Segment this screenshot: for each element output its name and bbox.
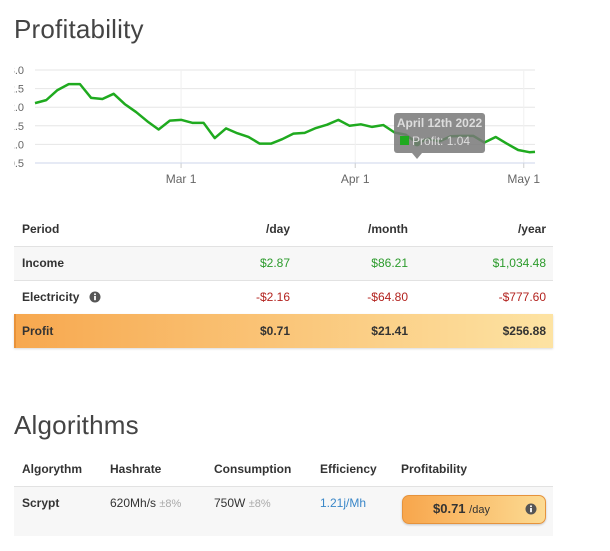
tooltip-date: April 12th 2022 — [397, 116, 483, 130]
x-tick-label: Apr 1 — [341, 172, 370, 186]
column-header: Consumption — [214, 462, 292, 476]
column-header: /month — [368, 222, 408, 236]
chart: 0.5 1.0 1.5 2.0 2.5 3.0 Mar 1 Apr 1 May 1 April 1… — [14, 65, 540, 186]
electricity-value: -$2.16 — [255, 290, 290, 304]
column-header: Algorythm — [22, 462, 82, 476]
column-header: Profitability — [401, 462, 468, 476]
page-title: Profitability — [14, 14, 144, 44]
section-title: Algorithms — [14, 410, 139, 440]
row-background — [14, 247, 553, 280]
tooltip-pointer — [412, 153, 423, 159]
y-tick-label: 2.5 — [14, 84, 24, 96]
tooltip: April 12th 2022 Profit: 1.04 — [394, 113, 486, 159]
profitability-value: $0.71 — [433, 501, 466, 516]
profit-value: $256.88 — [502, 324, 546, 338]
row-divider — [14, 280, 553, 281]
column-header: /day — [265, 222, 290, 236]
info-icon[interactable] — [89, 291, 101, 303]
row-divider — [14, 486, 553, 487]
y-tick-label: 3.0 — [14, 65, 24, 77]
y-tick-label: 2.0 — [14, 102, 24, 114]
column-header: Hashrate — [110, 462, 162, 476]
y-tick-label: 0.5 — [14, 158, 24, 170]
profit-value: $0.71 — [259, 324, 290, 338]
profit-row-highlight — [14, 314, 553, 348]
tooltip-box — [394, 113, 486, 153]
income-value: $1,034.48 — [492, 256, 546, 270]
profitability-unit: /day — [469, 504, 490, 516]
income-value: $86.21 — [371, 256, 408, 270]
income-value: $2.87 — [259, 256, 290, 270]
y-tick-label: 1.0 — [14, 139, 24, 151]
hashrate-variance: ±8% — [159, 498, 182, 510]
row-label: Income — [22, 256, 65, 270]
hashrate: 620Mh/s ±8% — [110, 495, 181, 512]
electricity-value: -$777.60 — [498, 290, 546, 304]
profitability-badge[interactable] — [402, 495, 546, 524]
x-tick-label: Mar 1 — [166, 172, 197, 186]
row-divider — [14, 246, 553, 247]
consumption-variance: ±8% — [248, 498, 271, 510]
row-label: Electricity — [22, 290, 80, 304]
column-header: Efficiency — [320, 462, 377, 476]
tooltip-value: Profit: 1.04 — [412, 134, 470, 148]
efficiency: 1.21j/Mh — [320, 496, 367, 510]
row-label: Profit — [22, 324, 54, 338]
info-icon[interactable] — [525, 503, 537, 515]
column-header: /year — [517, 222, 546, 236]
x-tick-label: May 1 — [507, 172, 540, 186]
profitability: $0.71 /day — [433, 501, 490, 518]
tooltip-swatch — [400, 136, 410, 145]
profit-value: $21.41 — [371, 324, 408, 338]
electricity-value: -$64.80 — [367, 290, 408, 304]
consumption: 750W ±8% — [214, 495, 271, 512]
algorithm-name: Scrypt — [22, 496, 60, 510]
y-tick-label: 1.5 — [14, 121, 24, 133]
consumption-value: 750W — [214, 496, 246, 510]
column-header: Period — [22, 222, 60, 236]
hashrate-value: 620Mh/s — [110, 496, 157, 510]
